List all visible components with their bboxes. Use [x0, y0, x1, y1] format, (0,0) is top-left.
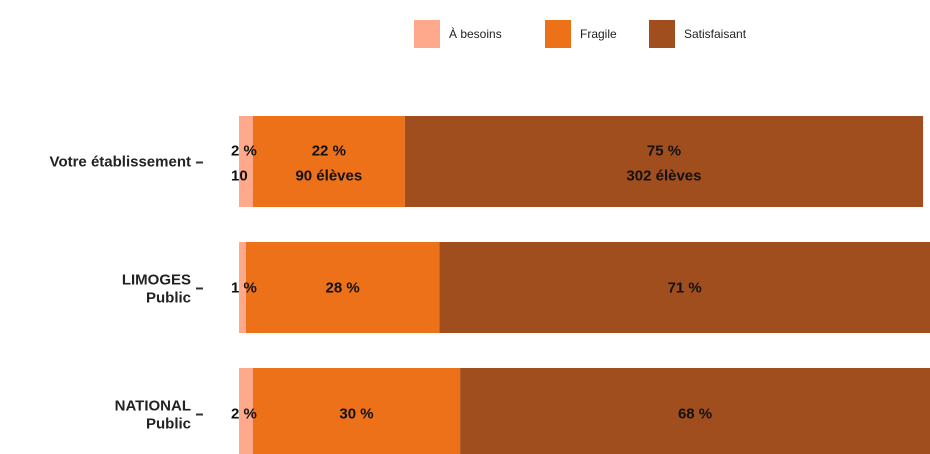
category-label: Votre établissement [50, 154, 191, 171]
bar-segment-satisfaisant [439, 242, 930, 333]
category-label-line: NATIONAL [115, 398, 191, 415]
legend-label-a-besoins: À besoins [449, 26, 502, 41]
bar-value-label: 2 % [231, 143, 257, 160]
bar-segment-fragile [252, 116, 405, 207]
legend-swatch-fragile [545, 20, 571, 48]
legend-swatch-a-besoins [414, 20, 440, 48]
category-label-line: Votre établissement [50, 154, 191, 171]
bar-value-label: 68 % [678, 406, 712, 423]
bar-value-label: 28 % [326, 280, 360, 297]
legend: À besoins Fragile Satisfaisant [414, 20, 747, 48]
bar-value-label: 75 % [647, 143, 681, 160]
plot-area: 2 % 10 22 % 90 élèves 75 % 302 élèves 1 % 28 % 7… [231, 116, 930, 454]
bar-row: 1 % 28 % 71 % [231, 242, 930, 333]
legend-label-fragile: Fragile [580, 27, 617, 41]
category-label-line: Public [146, 290, 191, 307]
bar-count-label: 90 élèves [295, 168, 362, 185]
category-label-line: Public [146, 416, 191, 433]
bar-value-label: 22 % [312, 143, 346, 160]
bar-segment-satisfaisant [460, 368, 930, 454]
legend-swatch-satisfaisant [649, 20, 675, 48]
category-axis: Votre établissementLIMOGESPublicNATIONAL… [50, 154, 203, 433]
bar-segment-fragile [252, 368, 461, 454]
bar-count-label: 302 élèves [626, 168, 701, 185]
bar-row: 2 % 10 22 % 90 élèves 75 % 302 élèves [231, 116, 924, 207]
bar-segment-fragile [245, 242, 440, 333]
bar-count-label: 10 [231, 168, 248, 185]
bar-row: 2 % 30 % 68 % [231, 368, 930, 454]
bar-segment-a-besoins [239, 116, 253, 207]
bar-segment-a-besoins [239, 368, 253, 454]
legend-label-satisfaisant: Satisfaisant [684, 27, 747, 41]
bar-segment-a-besoins [239, 242, 246, 333]
bar-value-label: 2 % [231, 406, 257, 423]
bar-value-label: 1 % [231, 280, 257, 297]
bar-segment-satisfaisant [404, 116, 924, 207]
bar-value-label: 30 % [339, 406, 373, 423]
bar-value-label: 71 % [668, 280, 702, 297]
category-label-line: LIMOGES [122, 272, 191, 289]
